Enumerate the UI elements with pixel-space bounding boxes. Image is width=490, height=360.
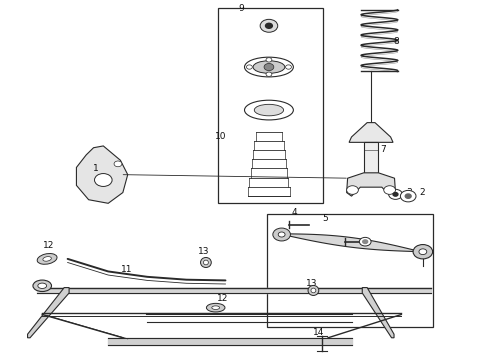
Ellipse shape: [203, 260, 208, 265]
Polygon shape: [362, 288, 394, 338]
Text: 6: 6: [280, 229, 286, 238]
Circle shape: [278, 232, 285, 237]
Circle shape: [266, 23, 272, 28]
Ellipse shape: [38, 283, 47, 288]
Circle shape: [359, 237, 371, 246]
Polygon shape: [27, 288, 69, 338]
Ellipse shape: [212, 306, 220, 310]
Polygon shape: [76, 146, 128, 203]
Ellipse shape: [254, 104, 284, 116]
Circle shape: [260, 19, 278, 32]
Ellipse shape: [43, 257, 51, 261]
Text: 12: 12: [43, 241, 54, 250]
Text: 7: 7: [380, 145, 386, 154]
Text: 2: 2: [419, 188, 425, 197]
Circle shape: [363, 240, 368, 243]
Ellipse shape: [206, 303, 225, 312]
Circle shape: [266, 58, 272, 62]
Circle shape: [264, 63, 274, 71]
Text: 1: 1: [93, 164, 99, 173]
Circle shape: [405, 194, 411, 198]
Bar: [218, 8, 323, 203]
Ellipse shape: [33, 280, 51, 292]
Bar: [267, 214, 433, 327]
Polygon shape: [279, 234, 421, 252]
Text: 14: 14: [313, 328, 324, 337]
Ellipse shape: [308, 285, 319, 296]
Bar: [364, 142, 378, 173]
Circle shape: [389, 189, 402, 199]
Ellipse shape: [200, 257, 211, 267]
Text: 3: 3: [406, 188, 412, 197]
Circle shape: [393, 193, 398, 196]
Text: 11: 11: [121, 265, 132, 274]
Text: 13: 13: [198, 247, 209, 256]
Text: 9: 9: [239, 4, 245, 13]
Ellipse shape: [37, 253, 57, 264]
Circle shape: [413, 244, 433, 259]
Circle shape: [266, 72, 272, 76]
Circle shape: [384, 186, 395, 194]
Ellipse shape: [253, 61, 285, 73]
Ellipse shape: [245, 100, 294, 120]
Text: 8: 8: [393, 37, 399, 46]
Circle shape: [346, 186, 358, 194]
Polygon shape: [346, 173, 395, 196]
Text: 10: 10: [215, 132, 226, 141]
Circle shape: [95, 174, 112, 186]
Circle shape: [114, 161, 122, 167]
Ellipse shape: [311, 288, 316, 293]
Text: 4: 4: [292, 208, 297, 217]
Circle shape: [419, 249, 427, 255]
Circle shape: [273, 228, 291, 241]
Circle shape: [246, 65, 252, 69]
Polygon shape: [349, 123, 393, 142]
Text: 12: 12: [218, 294, 229, 303]
Text: 13: 13: [306, 279, 318, 288]
Ellipse shape: [245, 57, 294, 77]
Circle shape: [400, 190, 416, 202]
Text: 5: 5: [323, 214, 328, 223]
Circle shape: [286, 65, 292, 69]
